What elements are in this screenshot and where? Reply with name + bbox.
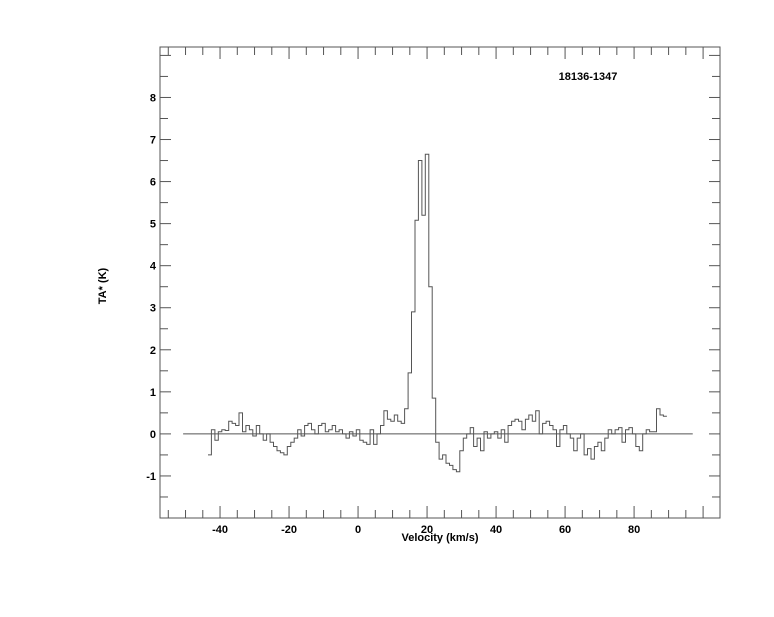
y-tick-label: -1 — [146, 471, 156, 483]
x-tick-label: -20 — [281, 524, 297, 536]
spectrum-line — [208, 153, 667, 473]
tick-labels: -40 -20 0 20 40 60 80 -1 0 1 2 3 4 5 6 7 8 — [146, 92, 640, 536]
y-tick-label: 5 — [150, 219, 156, 231]
y-axis-label: TA* (K) — [97, 267, 109, 304]
y-tick-label: 7 — [150, 135, 156, 147]
x-tick-label: -40 — [212, 524, 228, 536]
x-axis-label: Velocity (km/s) — [401, 532, 478, 544]
x-tick-label: 0 — [355, 524, 361, 536]
y-tick-label: 8 — [150, 92, 156, 104]
x-tick-label: 80 — [628, 524, 640, 536]
chart-title: 18136-1347 — [559, 71, 618, 83]
y-tick-label: 4 — [150, 261, 157, 273]
y-tick-label: 6 — [150, 177, 156, 189]
x-tick-label: 60 — [559, 524, 571, 536]
y-tick-label: 3 — [150, 303, 156, 315]
y-tick-label: 2 — [150, 345, 156, 357]
x-tick-label: 40 — [490, 524, 502, 536]
plot-frame — [159, 46, 721, 519]
y-tick-label: 1 — [150, 387, 156, 399]
x-tick-label: 20 — [421, 524, 433, 536]
y-tick-label: 0 — [150, 429, 156, 441]
axis-ticks — [160, 47, 720, 518]
